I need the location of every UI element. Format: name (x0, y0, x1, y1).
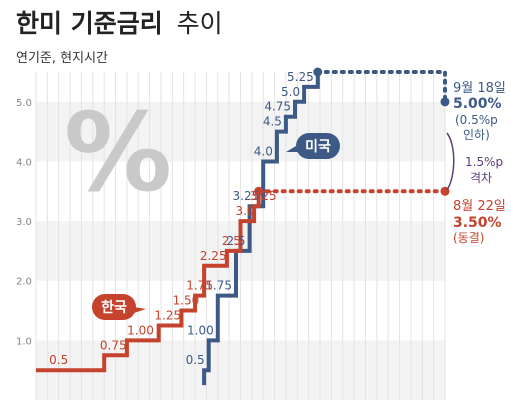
data-label: 1.25 (154, 308, 181, 322)
y-tick-label: 5.0 (16, 98, 32, 109)
gap-line2: 격차 (470, 171, 492, 185)
us-value: 5.00% (453, 96, 502, 112)
kr-date: 8월 22일 (453, 199, 506, 214)
us-note1: (0.5%p (455, 113, 498, 127)
us-date: 9월 18일 (453, 81, 506, 96)
annotation-kr: 8월 22일 3.50% (동결) (453, 199, 506, 245)
chart-title: 한미 기준금리 (16, 9, 163, 38)
series-line-kr (36, 191, 261, 373)
kr-note: (동결) (453, 231, 484, 245)
data-label: 3.0 (235, 204, 254, 218)
data-label: 1.75 (186, 279, 213, 293)
series-endpoint (440, 97, 450, 107)
data-label: 0.5 (186, 353, 205, 367)
us-note2: 인하) (463, 128, 490, 142)
kr-value: 3.50% (453, 215, 502, 231)
data-label: 0.75 (100, 338, 127, 352)
data-label: 3.25 (233, 189, 260, 203)
gap-bracket: 1.5%p 격차 (446, 132, 503, 191)
data-label: 2.5 (222, 234, 241, 248)
data-label: 5.0 (281, 85, 300, 99)
y-tick-label: 3.0 (16, 217, 32, 228)
y-tick-label: 4.0 (16, 157, 32, 168)
data-label: 2.25 (200, 249, 227, 263)
data-label: 1.50 (173, 294, 200, 308)
chart-title-light: 추이 (177, 9, 223, 38)
data-label: 5.25 (287, 70, 314, 84)
annotation-us: 9월 18일 5.00% (0.5%p 인하) (453, 81, 506, 142)
legend-kr: 한국 (92, 294, 146, 320)
data-label: 2.5 (226, 234, 245, 248)
data-label: 1.00 (187, 323, 214, 337)
data-label: 0.5 (49, 353, 68, 367)
svg-text:한미 기준금리 추이: 한미 기준금리 추이 (16, 9, 223, 38)
y-tick-label: 1.0 (16, 336, 32, 347)
data-label: 4.75 (264, 100, 291, 114)
chart-subtitle: 연기준, 현지시간 (16, 51, 108, 66)
series-point (313, 67, 323, 77)
data-label: 1.00 (127, 323, 154, 337)
legend-kr-label: 한국 (101, 300, 127, 316)
data-label: 1.75 (205, 279, 232, 293)
legend-us-label: 미국 (305, 139, 331, 155)
data-label: 4.0 (254, 144, 273, 158)
gap-line1: 1.5%p (465, 155, 503, 169)
y-tick-label: 2.0 (16, 277, 32, 288)
series-line-us (202, 72, 320, 386)
percent-symbol: % (64, 91, 172, 216)
legend-us: 미국 (286, 133, 340, 159)
series-dotted-us (315, 70, 447, 104)
data-label: 4.5 (263, 115, 282, 129)
data-label: 3.25 (250, 189, 277, 203)
series-point (254, 186, 264, 196)
